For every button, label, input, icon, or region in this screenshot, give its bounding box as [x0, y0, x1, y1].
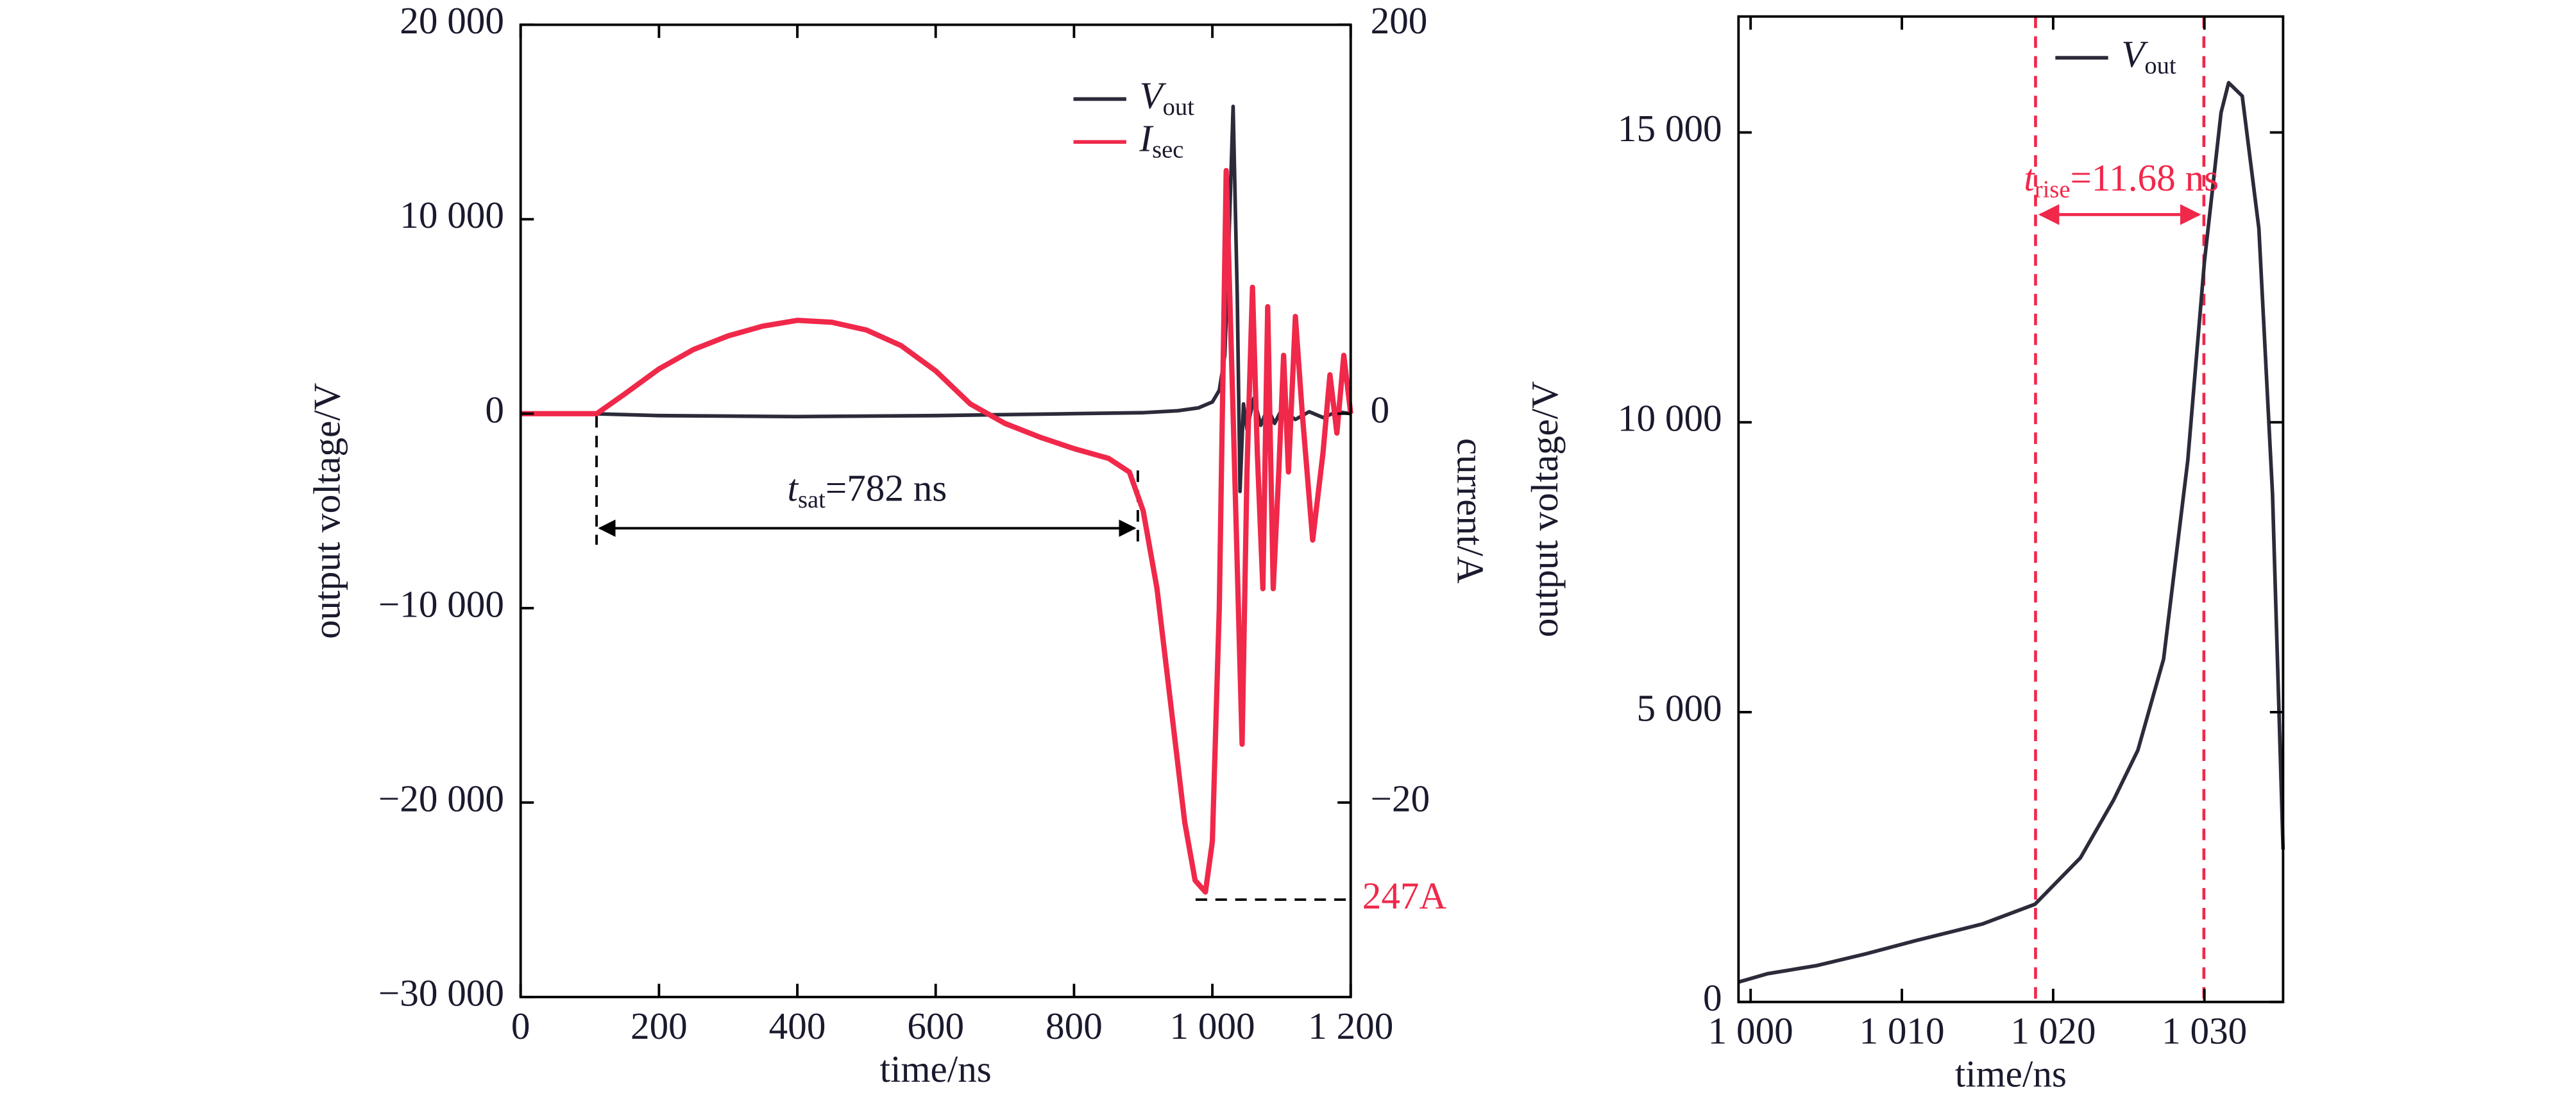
x-axis-label: time/ns	[880, 1048, 992, 1090]
x-tick-label: 1 200	[1308, 1005, 1393, 1047]
x-tick-label: 200	[631, 1005, 688, 1047]
annotation-sub: rise	[2035, 176, 2071, 203]
series-line	[520, 167, 1353, 895]
y-axis-label: output voltage/V	[1523, 381, 1566, 638]
x-tick-label: 1 000	[1708, 1010, 1793, 1052]
y-tick-label: −20 000	[378, 777, 504, 819]
legend-sub: out	[1163, 94, 1195, 121]
series-line	[1738, 81, 2285, 984]
x-axis-label: time/ns	[1955, 1053, 2067, 1095]
x-tick-label: 400	[769, 1005, 826, 1047]
y-axis-label: output voltage/V	[305, 382, 348, 639]
annotation-text: t	[2024, 157, 2035, 199]
y2-tick-label: −20	[1371, 777, 1430, 819]
legend-sub: out	[2144, 52, 2176, 79]
y-tick-label: 20 000	[400, 0, 504, 42]
y-tick-label: −30 000	[378, 971, 504, 1014]
legend-label: Vout	[2121, 33, 2176, 80]
legend-sub: sec	[1152, 137, 1183, 164]
plot-frame	[1737, 15, 2285, 1003]
y-tick-label: 0	[485, 388, 504, 431]
annotation-sub: sat	[798, 486, 826, 513]
annotation-text: 247A	[1362, 875, 1447, 917]
annotation: tsat=782 ns	[788, 466, 947, 513]
x-tick-label: 800	[1046, 1005, 1103, 1047]
legend-label: Vout	[1139, 74, 1194, 121]
y-tick-label: 0	[1703, 977, 1722, 1019]
y-tick-label: 10 000	[1618, 397, 1722, 440]
legend-label: Isec	[1139, 117, 1183, 164]
legend-name: V	[1139, 74, 1166, 116]
y-tick-label: 15 000	[1618, 107, 1722, 149]
tsat-guides	[595, 416, 1351, 901]
y-tick-label: −10 000	[378, 583, 504, 625]
y-tick-label: 10 000	[400, 194, 504, 236]
annotation-rest: =782 ns	[826, 466, 947, 509]
annotation: 247A	[1362, 875, 1447, 917]
annotation: trise=11.68 ns	[2024, 157, 2219, 203]
y2-axis-label: current/A	[1449, 438, 1491, 584]
annotation-text: t	[788, 466, 799, 509]
x-tick-label: 1 020	[2010, 1010, 2096, 1052]
trise-guides	[2034, 16, 2206, 1002]
legend-name: V	[2121, 33, 2148, 75]
x-tick-label: 1 010	[1859, 1010, 1944, 1052]
x-tick-label: 1 000	[1170, 1005, 1255, 1047]
annotation-rest: =11.68 ns	[2070, 157, 2219, 199]
legend-name: I	[1139, 117, 1154, 159]
y2-tick-label: 0	[1371, 388, 1390, 431]
y-tick-label: 5 000	[1637, 687, 1722, 729]
y2-tick-label: 200	[1371, 0, 1428, 42]
x-tick-label: 0	[511, 1005, 530, 1047]
x-tick-label: 1 030	[2162, 1010, 2247, 1052]
x-tick-label: 600	[907, 1005, 964, 1047]
